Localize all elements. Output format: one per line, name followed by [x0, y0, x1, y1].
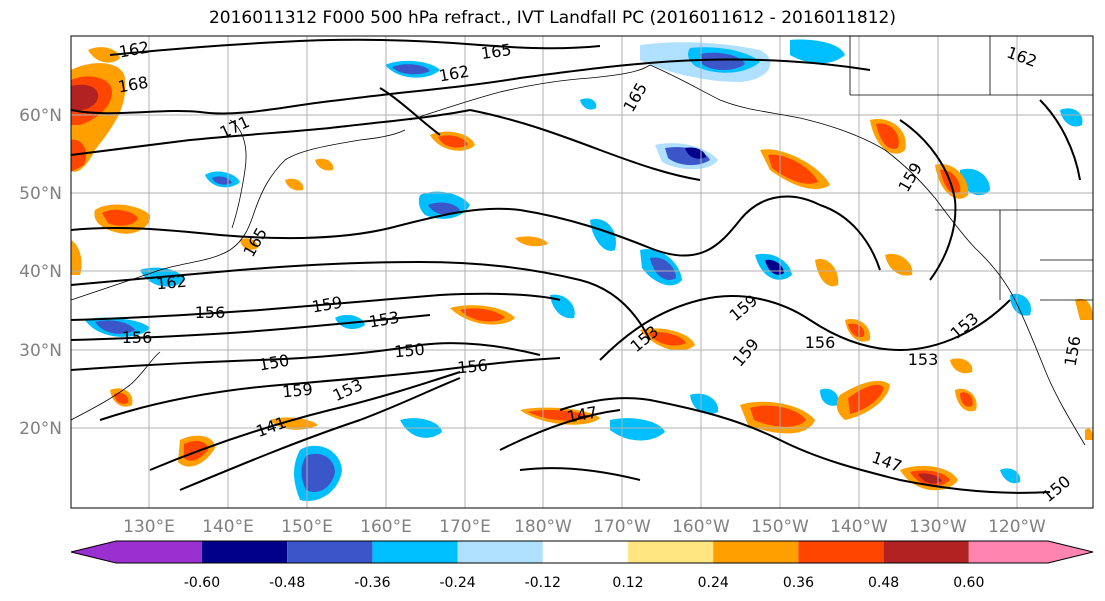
colorbar-tick-label: 0.36 [783, 575, 814, 591]
colorbar-segment [372, 541, 458, 563]
colorbar-tick-label: -0.12 [525, 575, 561, 591]
map-frame [70, 35, 1094, 509]
contour-label: 156 [122, 328, 153, 347]
contour-label: 153 [908, 350, 939, 369]
lon-label: 120°W [988, 517, 1046, 537]
colorbar [70, 540, 1094, 564]
colorbar-tick-label: -0.36 [354, 575, 390, 591]
contour-label: 150 [393, 340, 425, 362]
coastlines [70, 36, 1093, 446]
colorbar-segment [798, 541, 884, 563]
longitude-labels: 130°E 140°E 150°E 160°E 170°E 180°W 170°W 160°W… [123, 517, 1046, 537]
colorbar-segment [457, 541, 543, 563]
lon-label: 160°E [360, 517, 412, 537]
lon-label: 130°W [909, 517, 967, 537]
colorbar-segment [628, 541, 714, 563]
colorbar-segment [713, 541, 799, 563]
lon-label: 150°E [281, 517, 333, 537]
contour-label: 159 [281, 380, 313, 402]
lat-label: 60°N [19, 106, 62, 126]
lon-label: 180°W [514, 517, 572, 537]
lon-label: 160°W [672, 517, 730, 537]
colorbar-segment [883, 541, 969, 563]
colorbar-outline [70, 540, 1094, 564]
colorbar-tick-label: 0.48 [868, 575, 899, 591]
colorbar-segment [202, 541, 288, 563]
anomaly-shading [71, 39, 1093, 501]
lon-label: 140°W [830, 517, 888, 537]
contour-label: 156 [195, 303, 226, 322]
lat-label: 50°N [19, 184, 62, 204]
lat-label: 40°N [19, 262, 62, 282]
lon-label: 140°E [202, 517, 254, 537]
lat-label: 20°N [19, 419, 62, 439]
colorbar-tick-label: 0.24 [698, 575, 729, 591]
colorbar-segment [71, 541, 202, 563]
colorbar-tick-label: -0.24 [439, 575, 475, 591]
refractivity-contours [70, 38, 1081, 494]
colorbar-segment [542, 541, 628, 563]
lon-label: 150°W [751, 517, 809, 537]
colorbar-tick-label: -0.48 [269, 575, 305, 591]
map-title: 2016011312 F000 500 hPa refract., IVT La… [208, 8, 896, 28]
latitude-labels: 60°N 50°N 40°N 30°N 20°N [19, 106, 62, 439]
contour-label: 165 [480, 40, 513, 63]
colorbar-tick-labels: -0.60 -0.48 -0.36 -0.24 -0.12 0.12 0.24 0.36 0.4… [184, 575, 985, 591]
colorbar-tick-label: 0.60 [953, 575, 984, 591]
lat-label: 30°N [19, 341, 62, 361]
colorbar-segment [968, 541, 1093, 563]
colorbar-tick-label: 0.12 [612, 575, 643, 591]
contour-label: 156 [456, 356, 488, 378]
lon-label: 170°W [593, 517, 651, 537]
contour-label: 162 [155, 272, 187, 294]
lon-label: 130°E [123, 517, 175, 537]
colorbar-segment [287, 541, 373, 563]
colorbar-tick-label: -0.60 [184, 575, 220, 591]
contour-label: 156 [805, 333, 836, 352]
lon-label: 170°E [439, 517, 491, 537]
